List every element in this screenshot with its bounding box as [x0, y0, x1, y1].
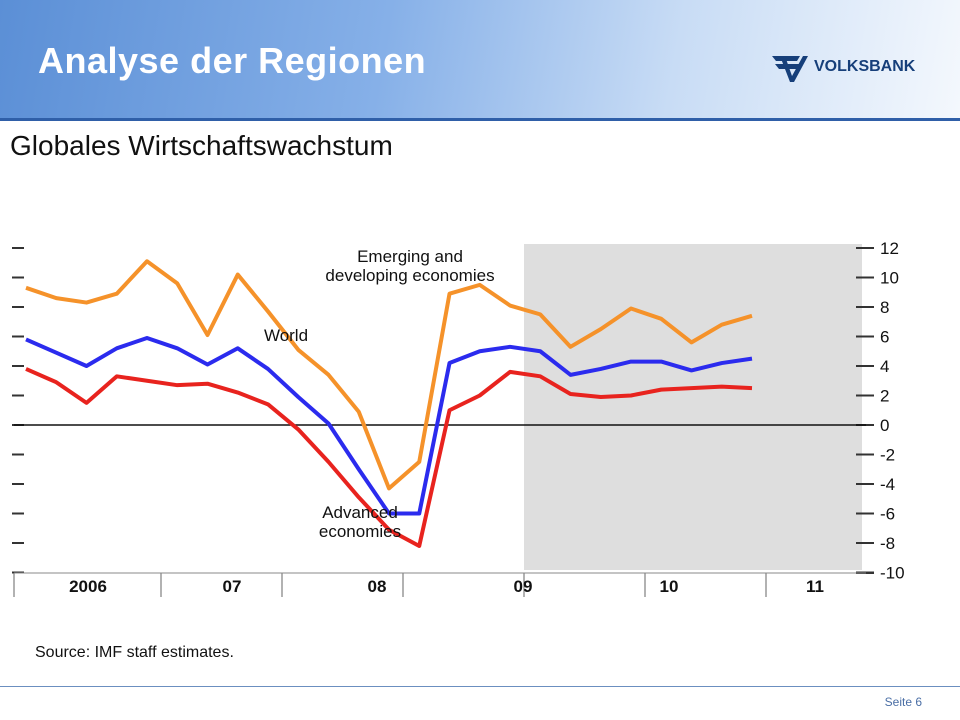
volksbank-logo-icon — [772, 56, 808, 82]
y-tick-label: -2 — [880, 446, 895, 465]
x-tick-label: 11 — [806, 577, 824, 596]
y-tick-label: -10 — [880, 564, 905, 583]
y-tick-label: 0 — [880, 416, 889, 435]
page-number: Seite 6 — [884, 695, 922, 709]
y-tick-label: -6 — [880, 505, 895, 524]
y-tick-label: 6 — [880, 328, 889, 347]
series-lines — [25, 259, 753, 548]
logo-text: VOLKSBANK — [814, 58, 916, 75]
growth-chart: 12 10 8 6 4 2 0 -2 -4 -6 -8 -10 2006 07 08 09 10 11 Emer… — [0, 230, 960, 610]
x-tick-label: 08 — [368, 577, 387, 596]
footer-divider — [0, 686, 960, 687]
series-line-advanced-economies — [25, 367, 753, 548]
x-tick-label: 10 — [660, 577, 679, 596]
x-axis: 2006 07 08 09 10 11 — [13, 573, 824, 597]
slide-title: Analyse der Regionen — [38, 40, 427, 81]
source-note: Source: IMF staff estimates. — [35, 644, 234, 661]
series-annotation: developing economies — [325, 266, 494, 285]
y-tick-label: 10 — [880, 269, 899, 288]
series-annotation: economies — [319, 522, 401, 541]
series-line-emerging-and-developing-economies — [25, 259, 753, 491]
y-tick-label: -8 — [880, 534, 895, 553]
y-tick-label: 2 — [880, 387, 889, 406]
left-minor-ticks — [12, 247, 24, 574]
slide-header — [0, 0, 960, 118]
x-tick-label: 09 — [514, 577, 533, 596]
series-annotation: Emerging and — [357, 247, 463, 266]
series-annotation: World — [264, 326, 308, 345]
y-tick-label: 12 — [880, 239, 899, 258]
projection-shading — [524, 244, 862, 570]
header-divider — [0, 118, 960, 121]
slide-subtitle: Globales Wirtschaftswachstum — [10, 130, 393, 161]
y-tick-label: 4 — [880, 357, 889, 376]
x-tick-label: 2006 — [69, 577, 107, 596]
volksbank-logo: VOLKSBANK — [770, 50, 915, 84]
y-tick-label: 8 — [880, 298, 889, 317]
growth-chart-svg: 12 10 8 6 4 2 0 -2 -4 -6 -8 -10 2006 07 08 09 10 11 Emer… — [12, 239, 905, 597]
series-line-world — [25, 335, 753, 516]
right-y-axis: 12 10 8 6 4 2 0 -2 -4 -6 -8 -10 — [856, 239, 905, 583]
series-annotation: Advanced — [322, 503, 398, 522]
y-tick-label: -4 — [880, 475, 895, 494]
x-tick-label: 07 — [223, 577, 242, 596]
